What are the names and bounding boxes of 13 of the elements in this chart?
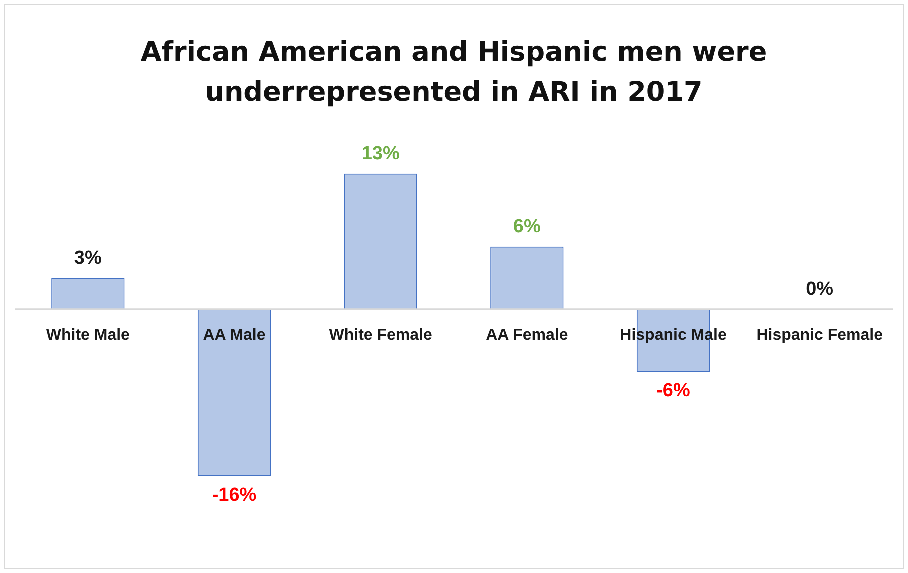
chart-title: African American and Hispanic men were underrepresented in ARI in 2017 <box>140 36 768 110</box>
x-tick-label: White Female <box>329 326 432 344</box>
x-tick-label: Hispanic Male <box>620 326 727 344</box>
x-tick-label: AA Female <box>486 326 568 344</box>
data-label: 0% <box>806 279 834 300</box>
data-label: 6% <box>513 216 541 238</box>
x-tick-label: White Male <box>46 326 130 344</box>
data-label: -6% <box>656 380 690 402</box>
data-label: -16% <box>212 485 257 506</box>
data-label: 13% <box>362 144 400 165</box>
x-tick-label: AA Male <box>203 326 266 344</box>
data-label: 3% <box>74 248 102 269</box>
x-tick-label: Hispanic Female <box>756 326 884 344</box>
